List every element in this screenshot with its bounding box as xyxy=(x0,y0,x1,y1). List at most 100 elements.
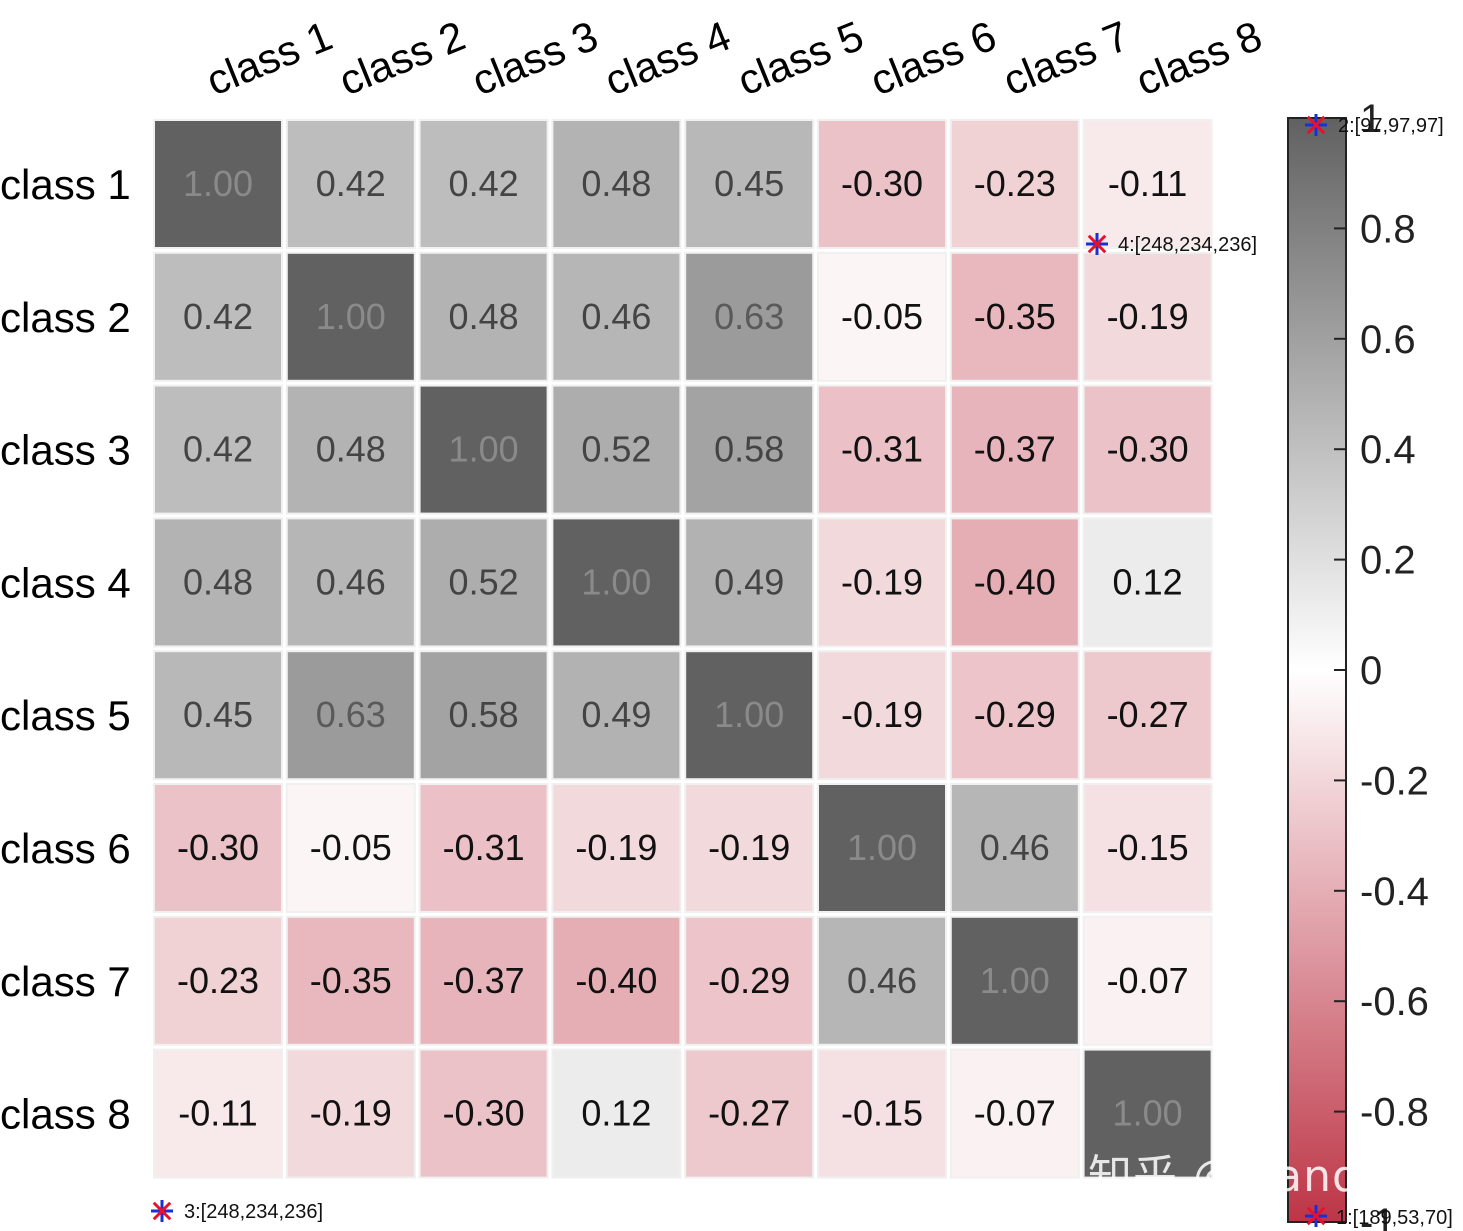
heatmap-cell-r7-c1 xyxy=(153,915,283,1046)
cell-value-label: -0.19 xyxy=(841,561,923,602)
heatmap-cell-r6-c2 xyxy=(285,783,416,913)
cell-value-label: 0.52 xyxy=(449,561,519,602)
column-label: class 6 xyxy=(864,12,1003,105)
heatmap-cell-r6-c4 xyxy=(551,783,682,913)
colorbar-tick-label: -0.8 xyxy=(1360,1091,1429,1135)
heatmap-cell-r7-c4 xyxy=(551,915,682,1046)
watermark: 知乎 @slandarer xyxy=(1088,1151,1455,1202)
row-label: class 2 xyxy=(0,294,131,341)
heatmap-cell-r3-c6 xyxy=(817,384,947,515)
cell-value-label: -0.27 xyxy=(708,1093,790,1134)
heatmap-cell-r4-c5 xyxy=(684,517,815,648)
cell-value-label: 0.45 xyxy=(183,694,253,735)
row-label: class 3 xyxy=(0,427,131,474)
column-label: class 3 xyxy=(465,12,604,105)
colorbar-tick-label: 0.6 xyxy=(1360,318,1416,362)
cell-value-label: -0.23 xyxy=(974,163,1056,204)
cell-value-label: -0.19 xyxy=(310,1093,392,1134)
colorbar-tick-label: -1 xyxy=(1360,1201,1396,1231)
column-label: class 8 xyxy=(1129,12,1268,105)
cell-value-label: 0.58 xyxy=(449,694,519,735)
cell-value-label: 0.48 xyxy=(183,561,253,602)
heatmap-cell-r1-c7 xyxy=(949,119,1080,249)
cell-value-label: -0.15 xyxy=(1107,827,1189,868)
heatmap-cell-r8-c4 xyxy=(551,1048,682,1179)
colorbar-tick-label: 0.2 xyxy=(1360,539,1416,583)
heatmap-cell-r3-c2 xyxy=(285,384,416,515)
row-label: class 1 xyxy=(0,161,131,208)
cell-value-label: 1.00 xyxy=(581,561,651,602)
cell-value-label: 0.42 xyxy=(183,429,253,470)
row-label: class 8 xyxy=(0,1091,131,1138)
annotations: 1:[189,53,70] 2:[97,97,97] 3:[248,234,236]… xyxy=(151,114,1453,1229)
cell-value-label: 0.46 xyxy=(980,827,1050,868)
heatmap-cell-r3-c5 xyxy=(684,384,815,515)
heatmap-cell-r2-c1 xyxy=(153,251,283,382)
heatmap-cell-r3-c3 xyxy=(418,384,549,515)
heatmap-cell-r1-c5 xyxy=(684,119,815,249)
heatmap-cell-r4-c1 xyxy=(153,517,283,648)
cell-value-label: 0.42 xyxy=(449,163,519,204)
cell-value-label: -0.31 xyxy=(841,429,923,470)
annotation-star-marker xyxy=(1305,1205,1327,1227)
heatmap-cell-r2-c2 xyxy=(285,251,416,382)
colorbar-tick-label: 0.4 xyxy=(1360,428,1416,472)
cell-value-label: -0.35 xyxy=(310,960,392,1001)
cell-value-label: 0.45 xyxy=(714,163,784,204)
heatmap-cell-r8-c2 xyxy=(285,1048,416,1179)
cell-value-label: 0.42 xyxy=(183,296,253,337)
cell-value-label: -0.07 xyxy=(1107,960,1189,1001)
annotation-label: 4:[248,234,236] xyxy=(1118,234,1257,256)
heatmap-cells xyxy=(153,119,1213,1179)
heatmap-cell-r5-c2 xyxy=(285,650,416,781)
cell-value-label: 1.00 xyxy=(449,429,519,470)
cell-value-label: -0.15 xyxy=(841,1093,923,1134)
heatmap-cell-r8-c5 xyxy=(684,1048,815,1179)
cell-value-label: -0.37 xyxy=(974,429,1056,470)
cell-value-label: 1.00 xyxy=(980,960,1050,1001)
heatmap-cell-r4-c6 xyxy=(817,517,947,648)
cell-value-label: -0.05 xyxy=(841,296,923,337)
heatmap-cell-r5-c7 xyxy=(949,650,1080,781)
annotation-star-marker xyxy=(1086,233,1108,255)
heatmap-cell-r1-c3 xyxy=(418,119,549,249)
cell-value-label: 1.00 xyxy=(316,296,386,337)
cell-value-label: -0.07 xyxy=(974,1093,1056,1134)
annotation-star-marker xyxy=(1305,114,1327,136)
heatmap-cell-r8-c1 xyxy=(153,1048,283,1179)
column-label: class 5 xyxy=(731,12,870,105)
row-label: class 4 xyxy=(0,559,131,606)
colorbar-tick-label: 0.8 xyxy=(1360,207,1416,251)
column-label: class 7 xyxy=(997,12,1136,105)
heatmap-cell-r7-c6 xyxy=(817,915,947,1046)
cell-value-label: -0.30 xyxy=(841,163,923,204)
heatmap-cell-r5-c5 xyxy=(684,650,815,781)
cell-value-label: -0.19 xyxy=(1107,296,1189,337)
heatmap-cell-r5-c4 xyxy=(551,650,682,781)
cell-value-label: -0.19 xyxy=(708,827,790,868)
heatmap-cell-r2-c8 xyxy=(1082,251,1213,382)
cell-value-label: -0.30 xyxy=(1107,429,1189,470)
heatmap-cell-r6-c1 xyxy=(153,783,283,913)
cell-value-label: -0.29 xyxy=(708,960,790,1001)
cell-value-label: 0.49 xyxy=(714,561,784,602)
heatmap-cell-r6-c3 xyxy=(418,783,549,913)
row-label: class 5 xyxy=(0,692,131,739)
heatmap-cell-r1-c2 xyxy=(285,119,416,249)
heatmap-cell-r7-c7 xyxy=(949,915,1080,1046)
cell-value-label: 0.46 xyxy=(847,960,917,1001)
cell-value-label: -0.35 xyxy=(974,296,1056,337)
cell-value-label: 0.48 xyxy=(449,296,519,337)
heatmap-cell-r8-c6 xyxy=(817,1048,947,1179)
heatmap-cell-r1-c6 xyxy=(817,119,947,249)
heatmap-cell-r5-c8 xyxy=(1082,650,1213,781)
colorbar: -1 -0.8 -0.6 -0.4 -0.2 0 0.2 0.4 0.6 0.8 1 xyxy=(1287,97,1429,1231)
column-label: class 1 xyxy=(200,12,339,105)
cell-value-label: 0.46 xyxy=(581,296,651,337)
cell-value-label: 1.00 xyxy=(1113,1093,1183,1134)
cell-value-label: 1.00 xyxy=(714,694,784,735)
heatmap-cell-r1-c4 xyxy=(551,119,682,249)
cell-value-label: 0.42 xyxy=(316,163,386,204)
